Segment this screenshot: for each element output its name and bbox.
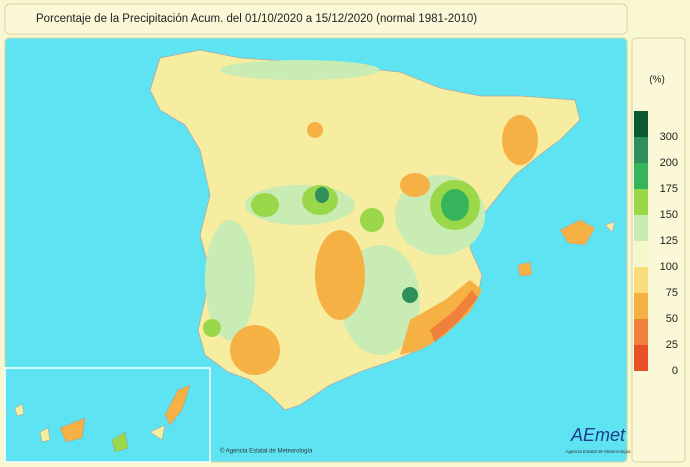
area-50 <box>502 115 538 165</box>
legend-label: 300 <box>660 131 678 143</box>
legend-label: 25 <box>666 339 678 351</box>
legend: 300 200 175 150 125 100 75 50 25 0 <box>634 111 678 377</box>
legend-label: 75 <box>666 287 678 299</box>
area-50 <box>315 230 365 320</box>
legend-label: 50 <box>666 313 678 325</box>
balearic-island <box>604 221 616 233</box>
area-50 <box>307 122 323 138</box>
legend-label: 125 <box>660 235 678 247</box>
area-200 <box>402 287 418 303</box>
legend-swatch <box>634 215 648 241</box>
area-150 <box>360 208 384 232</box>
legend-swatch <box>634 189 648 215</box>
copyright: © Agencia Estatal de Meteorología <box>220 448 313 455</box>
legend-swatch <box>634 137 648 163</box>
precipitation-areas <box>203 60 538 375</box>
legend-swatch <box>634 319 648 345</box>
legend-swatch <box>634 267 648 293</box>
area-50 <box>400 173 430 197</box>
area-125 <box>205 220 255 340</box>
area-150 <box>251 193 279 217</box>
area-125 <box>220 60 380 80</box>
legend-label: 150 <box>660 209 678 221</box>
legend-label: 200 <box>660 157 678 169</box>
canary-islands <box>14 384 191 453</box>
legend-swatch <box>634 293 648 319</box>
canary-inset <box>4 367 211 463</box>
title: Porcentaje de la Precipitación Acum. del… <box>36 13 477 25</box>
legend-label: 175 <box>660 183 678 195</box>
area-50 <box>230 325 280 375</box>
balearic-island <box>517 261 533 277</box>
area-175 <box>441 189 469 221</box>
balearic-island <box>559 219 596 246</box>
legend-swatch <box>634 111 648 137</box>
logo: AEmet <box>570 425 626 445</box>
legend-swatch <box>634 241 648 267</box>
area-200 <box>315 187 329 203</box>
legend-swatch <box>634 163 648 189</box>
legend-label: 0 <box>672 365 678 377</box>
legend-swatch <box>634 345 648 371</box>
title-box <box>4 3 628 35</box>
area-150 <box>203 319 221 337</box>
legend-label: 100 <box>660 261 678 273</box>
area-25 <box>430 290 478 342</box>
logo-caption: Agencia Estatal de Meteorología <box>565 449 631 454</box>
area-50 <box>400 280 482 355</box>
legend-unit: (%) <box>649 75 665 86</box>
